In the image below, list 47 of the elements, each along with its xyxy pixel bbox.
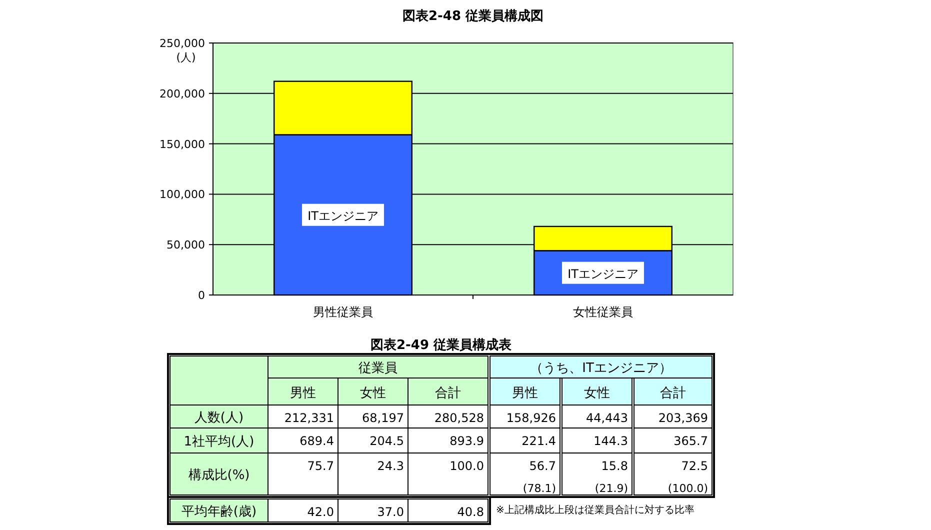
text: 72.5 (100.0) [668, 459, 708, 495]
y-tick-label: 100,000 [160, 188, 205, 202]
category-label: 男性 [290, 386, 316, 401]
y-tick-label: 200,000 [160, 87, 205, 100]
chart-title: 図表2-48 従業員構成図 [402, 9, 544, 24]
text: 68,197 [362, 411, 404, 425]
text: 280,528 [434, 411, 484, 425]
text: 365.7 [674, 434, 708, 448]
text: 893.9 [450, 434, 484, 448]
text: 従業員 [358, 361, 398, 376]
text: ITエンジニア [308, 208, 378, 223]
y-tick-label: 0 [198, 289, 205, 302]
text: 221.4 [522, 434, 556, 448]
category-label: 平均年齢(歳) [181, 504, 257, 520]
text: 56.7 (78.1) [522, 459, 556, 495]
text: ※上記構成比上段は従業員合計に対する比率 [496, 504, 694, 516]
text: 100.0 [450, 459, 484, 473]
category-label: 構成比(%) [188, 468, 250, 483]
text: 203,369 [658, 411, 708, 425]
category-label: 男性 [512, 386, 538, 401]
text: 144.3 [594, 434, 628, 448]
series-label: ITエンジニア [568, 266, 638, 281]
text: 158,926 [506, 411, 556, 425]
category-label: 合計 [660, 386, 686, 401]
text: 212,331 [284, 411, 334, 425]
text: 75.7 [307, 459, 334, 473]
category-label: 女性 [360, 386, 386, 401]
text: 図表2-49 従業員構成表 [370, 338, 513, 353]
text: 15.8 (21.9) [594, 459, 628, 495]
category-label: 女性 [584, 386, 610, 401]
y-axis-title: (人) [176, 51, 196, 64]
y-tick-label: 150,000 [160, 138, 205, 151]
text: 24.3 [377, 459, 404, 473]
text: 42.0 [307, 505, 334, 519]
text: 44,443 [586, 411, 628, 425]
x-tick-label: 男性従業員 [313, 305, 373, 319]
y-tick-label: 250,000 [160, 37, 205, 50]
category-label: 1社平均(人) [184, 434, 254, 450]
category-label: 合計 [435, 386, 461, 401]
text: （うち、ITエンジニア） [530, 361, 672, 376]
x-tick-label: 女性従業員 [573, 305, 633, 319]
category-label: 人数(人) [194, 410, 244, 426]
text: 204.5 [370, 434, 404, 448]
text: 37.0 [377, 505, 404, 519]
y-tick-label: 50,000 [166, 238, 205, 252]
text: 689.4 [300, 434, 334, 448]
text: 40.8 [457, 505, 484, 519]
